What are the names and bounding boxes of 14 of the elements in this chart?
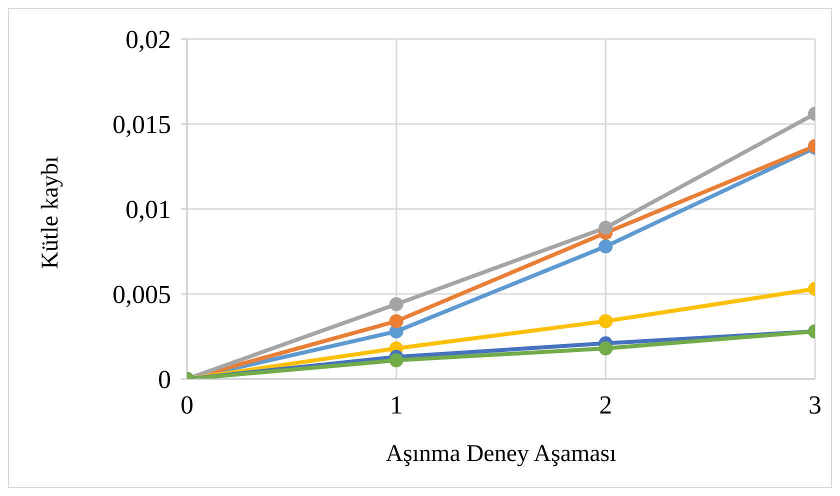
y-tick-label: 0,015 <box>112 110 171 140</box>
point <box>389 297 404 312</box>
point <box>389 314 404 328</box>
y-tick-label: 0,02 <box>126 25 171 54</box>
y-tick-label: 0,01 <box>126 195 171 224</box>
x-tick-label: 0 <box>180 390 194 420</box>
point <box>389 353 404 368</box>
y-tick-label: 0,005 <box>112 280 171 310</box>
x-tick-label: 2 <box>599 390 612 420</box>
x-axis-title: Aşınma Deney Aşaması <box>386 441 617 467</box>
y-tick-label: 0 <box>158 365 171 394</box>
x-tick-label: 1 <box>390 390 403 420</box>
x-tick-label: 3 <box>808 390 822 420</box>
y-axis-title: Kütle kaybı <box>38 156 64 269</box>
